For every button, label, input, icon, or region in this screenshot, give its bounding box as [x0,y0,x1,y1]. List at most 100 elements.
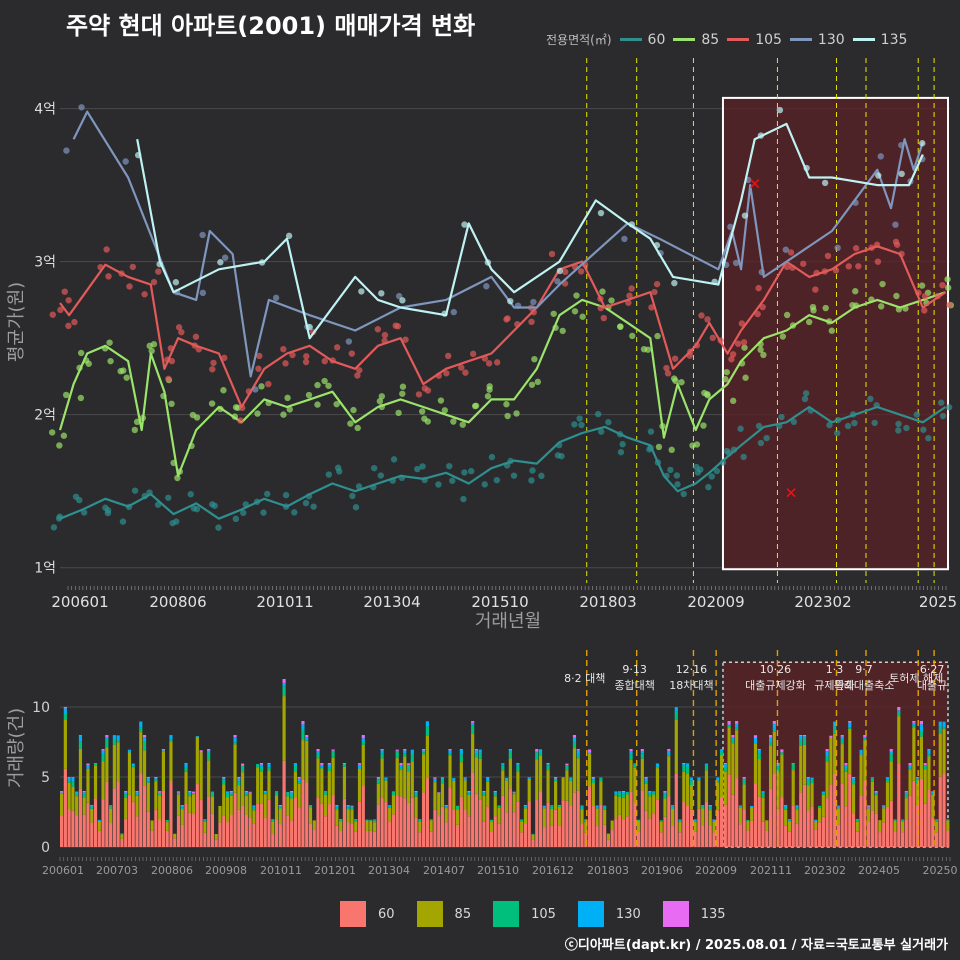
volume-bar-60 [433,809,437,847]
volume-bar-135 [350,805,354,807]
volume-bar-85 [923,769,927,804]
volume-bar-105 [252,807,256,811]
volume-bar-135 [753,735,758,738]
volume-bar-60 [546,802,550,847]
price-point-85 [150,341,158,348]
price-point-105 [348,350,356,357]
volume-bar-60 [60,816,64,847]
volume-bar-105 [648,793,652,797]
price-point-85 [471,402,479,410]
price-point-105 [374,326,382,333]
volume-bar-85 [282,696,286,761]
volume-bar-105 [293,765,297,772]
price-point-85 [878,303,885,310]
volume-bar-85 [738,807,742,825]
volume-bar-135 [908,763,912,766]
event-label: 특례대출축소 [834,679,895,692]
volume-bar-85 [659,821,663,833]
volume-x-tick-label: 201201 [314,864,356,877]
volume-bar-105 [395,750,399,759]
volume-bar-85 [591,783,595,806]
price-point-60 [867,395,874,403]
volume-bar-105 [422,752,426,755]
volume-bar-135 [735,721,739,724]
volume-bar-130 [825,751,829,755]
price-point-85 [378,393,386,400]
volume-bar-130 [942,721,946,728]
volume-bar-85 [403,756,407,799]
volume-bar-135 [184,763,188,764]
volume-bar-130 [90,805,94,807]
volume-bar-85 [512,794,516,813]
volume-bar-105 [440,779,445,784]
volume-bar-105 [523,806,528,809]
volume-bar-85 [301,740,305,780]
price-point-85 [258,383,265,390]
volume-bar-130 [712,820,716,822]
volume-bar-85 [595,808,599,827]
volume-bar-135 [482,791,486,793]
volume-bar-85 [384,780,388,803]
volume-bar-105 [565,765,569,771]
volume-bar-85 [931,794,935,818]
price-point-105 [626,292,633,299]
volume-bar-130 [697,777,701,781]
price-point-60 [605,419,612,426]
volume-bar-135 [278,805,282,806]
price-point-105 [126,283,133,290]
volume-bar-105 [701,806,705,809]
volume-bar-130 [184,763,188,768]
volume-bar-135 [82,791,86,793]
volume-bar-130 [870,777,874,779]
volume-bar-60 [478,799,482,847]
price-point-105 [462,369,469,376]
price-point-60 [826,421,833,429]
volume-bar-130 [399,765,403,768]
volume-bar-130 [282,682,286,687]
volume-bar-105 [354,820,358,822]
volume-bar-85 [863,740,867,781]
volume-bar-85 [753,743,758,784]
volume-x-tick-label: 202111 [750,864,792,877]
volume-bar-105 [893,819,897,821]
volume-bar-130 [897,710,901,712]
volume-bar-60 [380,797,384,847]
volume-bar-105 [591,779,595,784]
volume-bar-60 [625,816,629,847]
volume-bar-105 [799,740,803,746]
volume-bar-130 [727,724,731,726]
price-point-105 [210,359,217,367]
volume-bar-60 [712,832,716,847]
price-point-60 [131,487,139,494]
price-point-85 [347,420,354,427]
price-point-105 [577,268,585,275]
volume-bar-135 [791,763,795,764]
volume-bar-85 [335,809,339,826]
volume-bar-135 [448,749,452,751]
volume-bar-105 [225,793,230,798]
price-point-60 [325,471,332,478]
volume-bar-130 [146,778,150,782]
price-point-60 [76,496,83,504]
volume-bar-130 [357,764,362,769]
volume-bar-85 [576,758,580,791]
volume-bar-85 [919,736,924,779]
volume-bar-105 [429,819,433,821]
volume-bar-85 [146,782,150,812]
volume-bar-60 [708,825,712,847]
price-point-85 [107,357,114,365]
volume-bar-60 [365,830,369,847]
volume-bar-130 [86,765,90,769]
volume-bar-135 [161,749,165,751]
volume-bar-85 [369,820,373,831]
volume-bar-60 [229,814,233,847]
price-x-axis-title: 거래년월 [475,611,541,632]
volume-bar-135 [361,735,365,739]
volume-bar-135 [380,749,384,751]
price-point-85 [757,346,764,353]
volume-bar-60 [154,809,158,847]
volume-bar-85 [497,807,501,824]
price-point-60 [352,504,360,511]
price-point-105 [562,268,569,276]
price-point-85 [678,379,685,386]
